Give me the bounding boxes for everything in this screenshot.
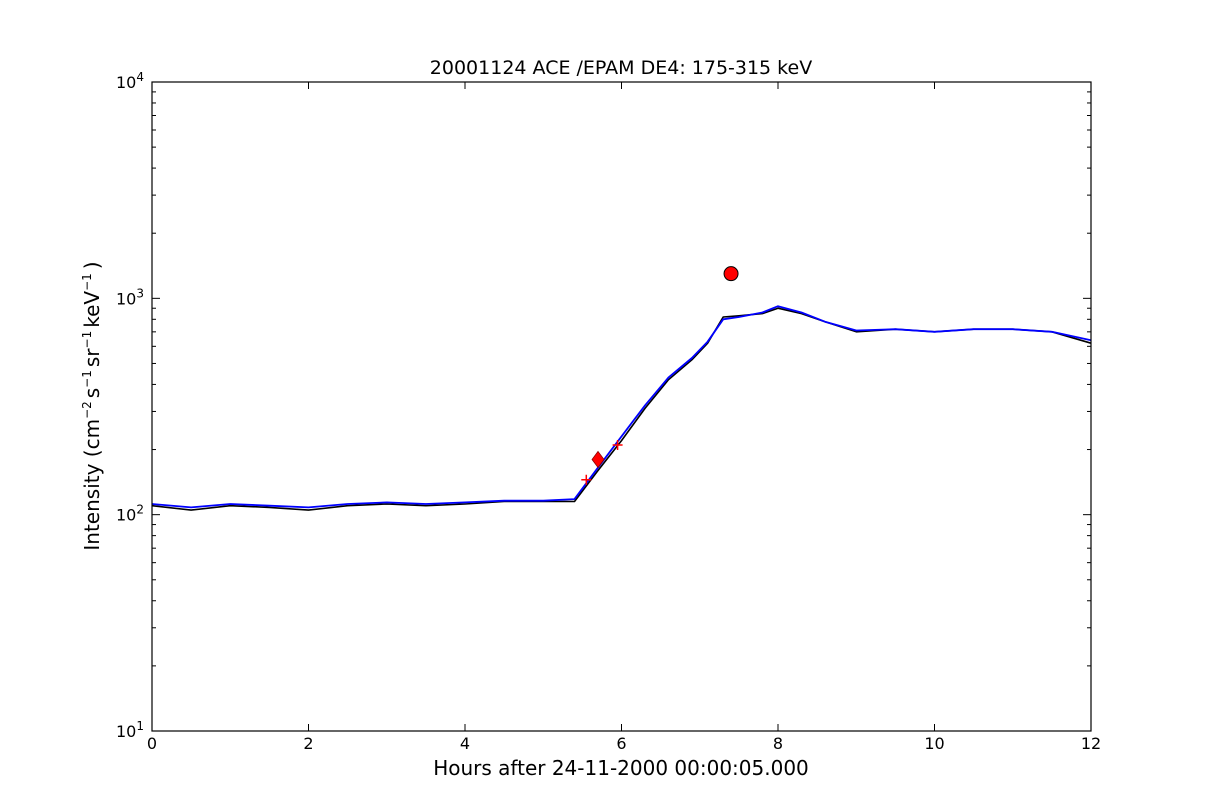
plot-area: [152, 82, 1091, 731]
series-line-1: [151, 305, 1092, 509]
x-tick-label: 0: [147, 734, 157, 753]
x-axis-label: Hours after 24-11-2000 00:00:05.000: [433, 756, 809, 780]
y-axis-label-part: Intensity (cm: [80, 419, 104, 551]
y-axis-label-part: s: [80, 388, 104, 398]
y-tick-label: 101: [116, 719, 144, 741]
x-tick-label: 12: [1081, 734, 1101, 753]
marker-plus: [581, 474, 592, 485]
y-tick-label: 104: [116, 70, 144, 92]
chart-title: 20001124 ACE /EPAM DE4: 175-315 keV: [430, 57, 812, 79]
marker-circle: [723, 266, 739, 282]
tick-layer: 0 2 4 6 8 10 12 101 102 103 104: [116, 70, 1101, 753]
y-axis-label-part: sr: [80, 348, 104, 367]
y-axis-label-part: keV: [80, 291, 104, 328]
series-layer: [151, 305, 1092, 511]
marker-diamond: [591, 450, 605, 469]
marker-plus: [612, 439, 623, 450]
y-axis-label-exponent: −2: [80, 401, 94, 419]
y-axis-label-part: ): [80, 261, 104, 269]
x-tick-label: 4: [460, 734, 470, 753]
y-axis-label: Intensity (cm−2s−1sr−1keV−1): [80, 261, 104, 550]
y-axis-label-exponent: −1: [80, 273, 94, 291]
x-tick-label: 6: [616, 734, 626, 753]
y-axis-label-exponent: −1: [80, 331, 94, 349]
y-tick-label: 103: [116, 286, 144, 308]
y-tick-label: 102: [116, 503, 144, 525]
x-tick-label: 8: [773, 734, 783, 753]
y-axis-label-exponent: −1: [80, 370, 94, 388]
x-tick-label: 10: [924, 734, 944, 753]
marker-layer: [581, 266, 739, 485]
x-tick-label: 2: [303, 734, 313, 753]
